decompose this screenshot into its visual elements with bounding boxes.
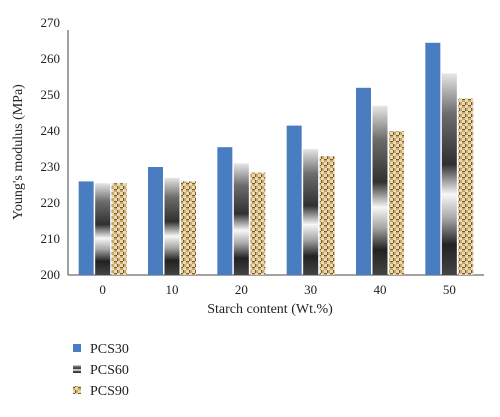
bar-pcs30-10 <box>148 167 163 275</box>
y-tick-label: 260 <box>41 51 61 66</box>
bar-pcs90-20 <box>250 172 266 275</box>
bar-pcs90-40 <box>389 131 404 275</box>
legend-label-pcs60: PCS60 <box>90 363 129 378</box>
x-tick-label: 0 <box>99 282 106 297</box>
legend-swatch-pcs30 <box>73 344 81 352</box>
x-tick-label: 10 <box>166 282 179 297</box>
x-axis-title: Starch content (Wt.%) <box>207 302 333 317</box>
bar-pcs60-50 <box>441 73 457 276</box>
bar-pcs30-0 <box>78 181 94 275</box>
y-tick-label: 270 <box>41 15 61 30</box>
bar-pcs60-10 <box>164 177 180 275</box>
bar-pcs30-30 <box>286 125 302 275</box>
bar-pcs30-40 <box>356 87 371 275</box>
y-tick-label: 200 <box>41 267 61 282</box>
bar-pcs30-50 <box>425 42 441 275</box>
bar-pcs90-30 <box>319 156 335 275</box>
bar-pcs60-0 <box>95 183 111 275</box>
bar-pcs60-20 <box>233 163 249 275</box>
y-tick-label: 210 <box>41 231 61 246</box>
y-axis-title: Young's modulus (MPa) <box>11 84 26 220</box>
bar-pcs90-0 <box>111 183 127 275</box>
bar-pcs30-20 <box>217 147 233 275</box>
bar-pcs90-50 <box>458 98 474 275</box>
legend: PCS30 PCS60 PCS90 <box>73 342 129 399</box>
legend-label-pcs90: PCS90 <box>90 384 129 399</box>
bar-pcs90-10 <box>181 181 196 275</box>
x-tick-label: 40 <box>374 282 387 297</box>
legend-swatch-pcs90 <box>73 386 81 394</box>
y-tick-label: 230 <box>41 159 61 174</box>
x-tick-label: 20 <box>235 282 248 297</box>
y-tick-label: 250 <box>41 87 61 102</box>
y-tick-label: 220 <box>41 195 61 210</box>
x-tick-label: 50 <box>443 282 456 297</box>
y-tick-labels: 200 210 220 230 240 250 260 270 <box>41 15 61 282</box>
bar-pcs60-40 <box>372 105 388 275</box>
x-tick-labels: 0 10 20 30 40 50 <box>99 282 455 297</box>
bars <box>78 42 474 276</box>
legend-label-pcs30: PCS30 <box>90 342 129 357</box>
bar-pcs60-30 <box>303 149 319 275</box>
x-tick-label: 30 <box>304 282 317 297</box>
legend-swatch-pcs60 <box>73 365 81 373</box>
y-tick-label: 240 <box>41 123 61 138</box>
